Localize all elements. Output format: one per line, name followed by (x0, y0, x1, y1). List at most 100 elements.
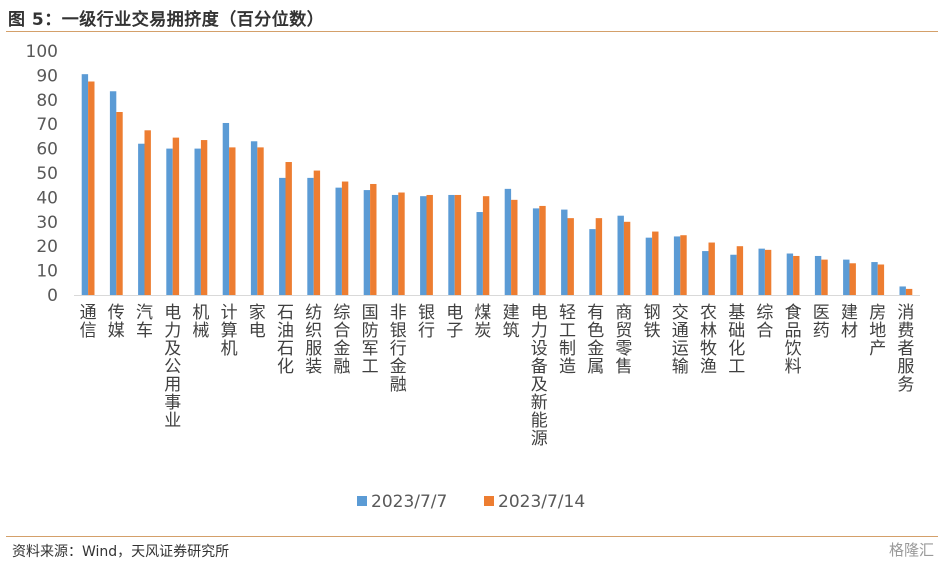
x-category-label: 基础化工 (728, 303, 745, 377)
x-category-label: 食品饮料 (785, 303, 802, 377)
bar-series-2 (229, 147, 236, 295)
x-category-label: 消费者服务 (897, 303, 914, 395)
x-category-label: 医药 (813, 303, 830, 341)
bar-series-1 (843, 259, 850, 295)
x-category-label: 房地产 (869, 303, 886, 359)
y-tick-label: 60 (36, 140, 58, 160)
x-category-label: 综合金融 (333, 303, 350, 377)
bar-series-1 (871, 262, 878, 295)
bar-series-1 (617, 215, 624, 295)
x-category-label: 非银行金融 (390, 303, 407, 395)
x-category-label: 石油石化 (277, 303, 294, 377)
chart-title: 图 5：一级行业交易拥挤度（百分位数） (8, 10, 325, 30)
bar-series-2 (257, 147, 264, 295)
bar-series-1 (335, 187, 342, 295)
bar-series-2 (313, 170, 321, 295)
bar-series-1 (504, 188, 512, 295)
x-category-label: 电力及公用事业 (164, 303, 181, 431)
x-category-label: 银行 (418, 303, 435, 341)
bar-series-1 (899, 286, 906, 295)
bar-series-1 (250, 141, 258, 295)
x-category-label: 建筑 (503, 303, 520, 341)
bar-series-2 (200, 140, 208, 295)
bar-series-2 (426, 194, 433, 295)
bar-series-2 (88, 81, 95, 295)
bar-series-2 (595, 218, 603, 295)
bar-series-2 (680, 235, 687, 295)
x-category-label: 轻工制造 (559, 303, 576, 377)
y-tick-label: 80 (36, 91, 58, 111)
bar-series-2 (482, 196, 490, 295)
bar-series-1 (420, 196, 427, 295)
y-tick-label: 20 (36, 237, 58, 257)
watermark-logo: 格隆汇 (888, 541, 934, 559)
legend-swatch (357, 496, 367, 506)
bar-series-1 (81, 74, 89, 296)
bar-series-2 (708, 242, 715, 295)
bar-series-2 (567, 218, 574, 295)
bar-series-1 (561, 209, 568, 295)
bar-series-2 (341, 181, 349, 295)
bar-series-2 (877, 264, 885, 295)
x-category-label: 机械 (192, 303, 209, 341)
bar-series-1 (786, 253, 794, 295)
bar-series-1 (166, 148, 173, 295)
source-note: 资料来源：Wind，天风证券研究所 (12, 544, 230, 560)
x-category-label: 汽车 (136, 303, 153, 341)
y-tick-label: 70 (36, 115, 58, 135)
bar-series-1 (673, 236, 681, 295)
bar-series-2 (285, 162, 292, 295)
bar-series-1 (730, 254, 737, 295)
x-category-label: 农林牧渔 (700, 303, 717, 377)
bar-series-1 (758, 248, 765, 295)
x-category-label: 建材 (841, 303, 858, 341)
bar-series-2 (821, 259, 828, 295)
bar-series-1 (279, 177, 286, 295)
legend-label: 2023/7/14 (498, 492, 585, 512)
bar-series-2 (454, 194, 462, 295)
y-axis: 0 10 20 30 40 50 60 70 80 90 100 (26, 42, 58, 306)
legend-label: 2023/7/7 (371, 492, 447, 512)
x-category-label: 家电 (249, 303, 266, 341)
x-category-label: 商贸零售 (615, 303, 632, 377)
bar-series-2 (172, 137, 180, 295)
x-category-label: 纺织服装 (305, 303, 322, 377)
bar-series-2 (736, 246, 744, 295)
y-tick-label: 90 (36, 66, 58, 86)
bar-series-2 (370, 183, 377, 295)
bar-series-2 (905, 288, 913, 295)
bar-series-2 (793, 255, 800, 295)
legend-swatch (484, 496, 494, 506)
x-category-label: 电力设备及新能源 (531, 303, 548, 449)
y-tick-label: 50 (36, 164, 58, 184)
x-category-label: 有色金属 (587, 303, 604, 377)
bars (81, 74, 913, 296)
bar-series-1 (476, 212, 483, 295)
bar-series-2 (144, 130, 151, 295)
bar-chart: 0 10 20 30 40 50 60 70 80 90 100 通信传媒汽车电力及公用事业机械计算… (26, 42, 920, 512)
x-category-label: 通信 (80, 303, 97, 341)
bar-series-1 (222, 122, 230, 295)
bar-series-2 (539, 205, 546, 295)
x-category-label: 国防军工 (362, 303, 379, 377)
bar-series-2 (398, 192, 405, 295)
y-tick-label: 30 (36, 213, 58, 233)
footer-divider (6, 536, 938, 537)
bar-series-2 (116, 112, 123, 295)
bar-series-2 (511, 199, 518, 295)
x-category-label: 煤炭 (474, 303, 491, 341)
x-category-label: 传媒 (108, 303, 125, 341)
x-category-label: 综合 (756, 303, 773, 341)
bar-series-1 (645, 237, 653, 295)
bar-series-1 (138, 143, 145, 295)
y-tick-label: 0 (47, 286, 58, 306)
y-tick-label: 10 (36, 262, 58, 282)
bar-series-1 (194, 148, 201, 295)
bar-series-1 (702, 251, 709, 295)
bar-series-2 (623, 221, 631, 295)
bar-series-1 (391, 194, 399, 295)
bar-series-2 (849, 263, 856, 295)
x-category-label: 交通运输 (672, 303, 689, 377)
bar-series-1 (814, 255, 822, 295)
title-divider (6, 31, 938, 32)
